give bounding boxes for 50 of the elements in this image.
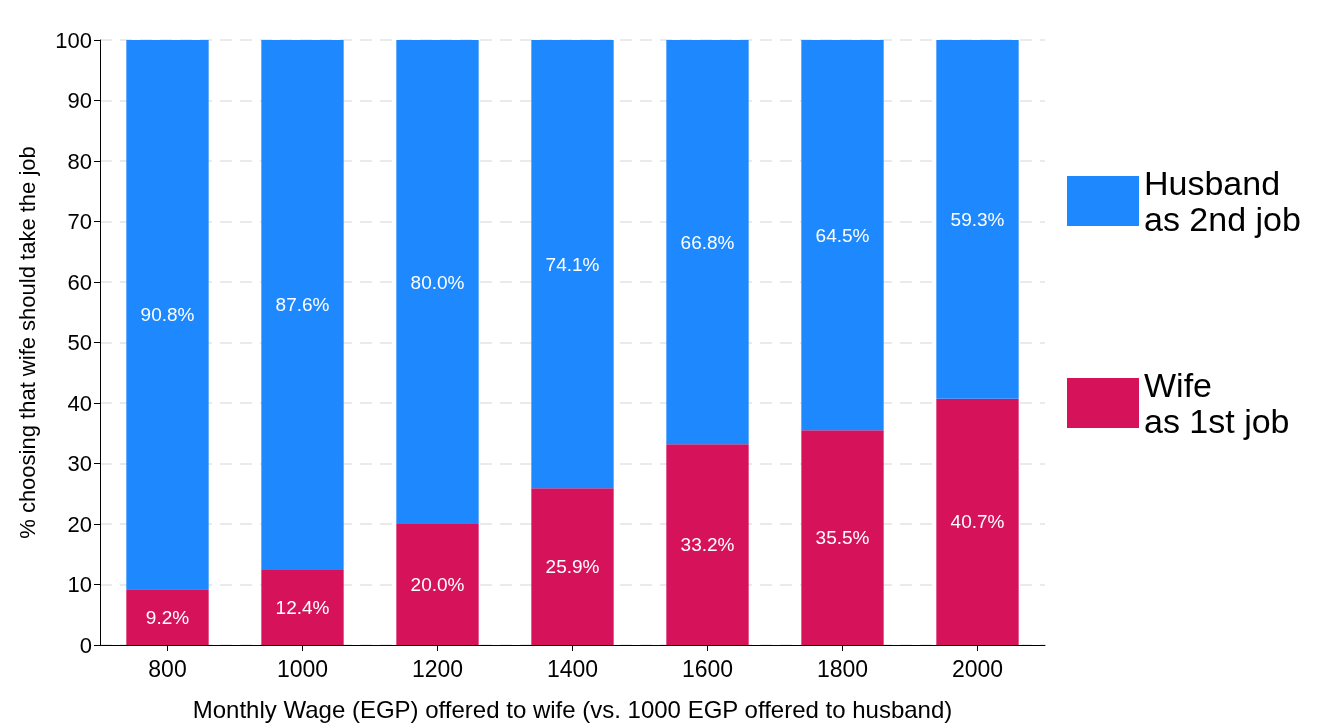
- bar: [126, 589, 209, 645]
- y-tick-label: 70: [67, 209, 92, 234]
- data-label: 33.2%: [680, 534, 735, 556]
- data-label: 20.0%: [410, 574, 465, 595]
- y-tick-label: 10: [67, 572, 92, 597]
- bar: [666, 40, 749, 445]
- bar: [396, 40, 479, 524]
- y-tick-label: 90: [67, 88, 92, 113]
- legend-label: Wife as 1st job: [1144, 366, 1290, 440]
- x-tick-label: 1000: [276, 655, 329, 682]
- data-label: 40.7%: [950, 511, 1005, 533]
- bar: [531, 488, 614, 645]
- y-tick-label: 0: [79, 632, 92, 658]
- data-label: 25.9%: [545, 556, 600, 578]
- y-tick-label: 30: [67, 451, 92, 476]
- x-tick-label: 1400: [546, 655, 599, 682]
- data-label: 12.4%: [275, 596, 330, 618]
- x-tick-label: 1200: [411, 655, 464, 682]
- x-tick-label: 800: [148, 655, 187, 682]
- data-label: 59.3%: [950, 208, 1005, 230]
- y-tick-label: 80: [67, 148, 92, 174]
- x-tick-label: 1800: [816, 655, 869, 682]
- x-tick-label: 2000: [951, 655, 1004, 682]
- bar: [936, 40, 1019, 399]
- bar: [396, 524, 479, 645]
- x-axis-title: Monthly Wage (EGP) offered to wife (vs. 1000 EGP offered to husband): [192, 695, 953, 723]
- data-label: 64.5%: [815, 224, 870, 246]
- y-axis-title: % choosing that wife should take the job: [14, 146, 40, 539]
- bar: [801, 40, 884, 431]
- data-label: 87.6%: [275, 294, 330, 316]
- bar: [801, 430, 884, 645]
- y-tick-label: 60: [67, 269, 92, 295]
- legend-label: Husband as 2nd job: [1144, 164, 1301, 238]
- bar: [531, 40, 614, 489]
- bar: [126, 40, 209, 590]
- data-label: 74.1%: [545, 253, 600, 275]
- data-label: 90.8%: [140, 304, 195, 326]
- x-tick-label: 1600: [681, 655, 734, 682]
- data-label: 80.0%: [410, 271, 465, 293]
- bar: [261, 40, 344, 570]
- y-tick-label: 20: [67, 511, 92, 537]
- bar: [261, 569, 344, 645]
- bar: [936, 398, 1019, 645]
- y-tick-label: 40: [67, 390, 92, 416]
- y-tick-label: 100: [55, 27, 92, 53]
- data-label: 9.2%: [145, 606, 190, 628]
- data-label: 66.8%: [680, 231, 735, 253]
- bar: [666, 444, 749, 645]
- y-tick-label: 50: [67, 330, 92, 355]
- data-label: 35.5%: [815, 527, 870, 549]
